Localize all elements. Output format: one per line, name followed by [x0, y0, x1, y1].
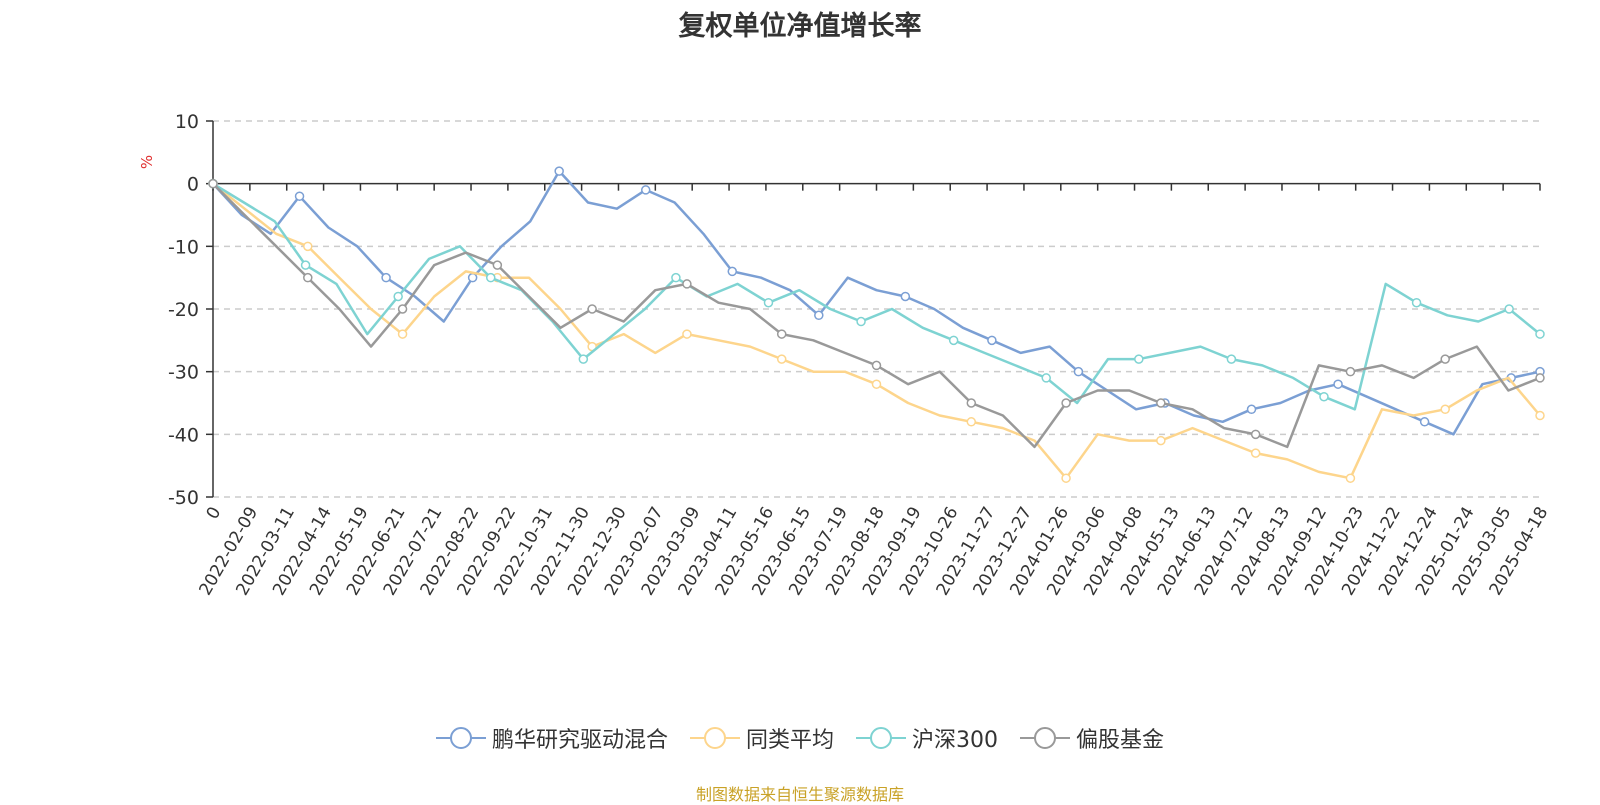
source-note: 制图数据来自恒生聚源数据库 [695, 785, 904, 804]
legend-label: 同类平均 [745, 728, 834, 753]
legend-marker-icon [689, 727, 740, 749]
legend-item-series-4[interactable]: 偏股基金 [1020, 722, 1164, 754]
series-point [587, 304, 597, 314]
series-point [1440, 404, 1450, 415]
series-point [727, 266, 738, 277]
legend-marker-icon [1020, 727, 1070, 749]
series-point [1440, 354, 1450, 364]
series-point [948, 335, 959, 346]
series-point [485, 272, 496, 283]
y-tick-label: -20 [168, 299, 199, 321]
grid-layer [213, 120, 1540, 498]
series-point [763, 297, 774, 308]
series-point [1535, 410, 1545, 421]
series-point [1535, 329, 1545, 339]
series-point [1156, 398, 1166, 408]
series-point [682, 279, 692, 289]
series-point [900, 291, 911, 302]
series-point [1535, 373, 1545, 383]
series-point [393, 291, 403, 302]
series-point [397, 329, 408, 339]
series-point [1333, 379, 1343, 389]
series-point [381, 272, 391, 283]
y-tick-label: 0 [187, 174, 199, 196]
series-point [776, 354, 787, 364]
series-point [966, 398, 977, 408]
series-line-1 [212, 169, 1541, 436]
x-tick-label: 0 [203, 504, 226, 523]
y-tick-label: -40 [168, 424, 199, 446]
legend-label: 偏股基金 [1076, 728, 1165, 753]
legend-marker-icon [435, 727, 486, 749]
series-point [1345, 473, 1356, 483]
series-point [987, 335, 997, 346]
series-point [397, 304, 408, 314]
series-point [1250, 429, 1261, 440]
series-point [294, 191, 305, 201]
legend-item-series-1[interactable]: 鹏华研究驱动混合 [435, 722, 668, 754]
series-point [208, 178, 218, 189]
series-point [682, 329, 692, 339]
legend-label: 鹏华研究驱动混合 [491, 728, 668, 753]
series-point [871, 360, 882, 371]
series-point [1073, 366, 1084, 377]
series-point [303, 272, 313, 283]
series-point [1156, 435, 1166, 446]
y-axis-label: % [138, 155, 156, 169]
series-point [776, 329, 787, 339]
legend-label: 沪深300 [912, 728, 998, 753]
legend-item-series-2[interactable]: 同类平均 [689, 722, 834, 754]
y-tick-label: 10 [175, 111, 199, 133]
series-point [492, 260, 503, 270]
series-point [671, 272, 681, 283]
series-point [300, 260, 311, 270]
legend-marker-icon [856, 727, 906, 749]
series-line-3 [212, 182, 1541, 411]
series-point [303, 241, 313, 252]
series-layer [208, 166, 1545, 483]
series-point [1411, 297, 1422, 308]
series-point [814, 310, 824, 321]
series-point [1041, 373, 1051, 383]
series-point [1319, 391, 1329, 402]
series-point [1246, 404, 1257, 415]
legend: 鹏华研究驱动混合 同类平均 沪深300 偏股基金 [0, 722, 1600, 754]
chart-title: 复权单位净值增长率 [678, 11, 922, 42]
series-point [1134, 354, 1144, 364]
series-point [554, 166, 564, 176]
line-chart: 100-10-20-30-40-50%02022-02-092022-03-11… [138, 111, 1552, 599]
series-point [871, 379, 882, 389]
series-point [1419, 417, 1430, 427]
series-point [640, 185, 651, 195]
series-point [856, 316, 866, 327]
series-point [1504, 304, 1514, 314]
series-point [1061, 473, 1071, 483]
series-point [1226, 354, 1237, 364]
legend-item-series-3[interactable]: 沪深300 [856, 722, 998, 754]
series-point [1345, 366, 1356, 377]
y-tick-label: -50 [168, 487, 199, 509]
y-tick-label: -10 [168, 236, 199, 258]
series-point [578, 354, 589, 364]
y-tick-label: -30 [168, 362, 199, 384]
series-point [966, 417, 977, 427]
series-point [467, 272, 478, 283]
series-point [1250, 448, 1261, 458]
series-point [1061, 398, 1071, 408]
